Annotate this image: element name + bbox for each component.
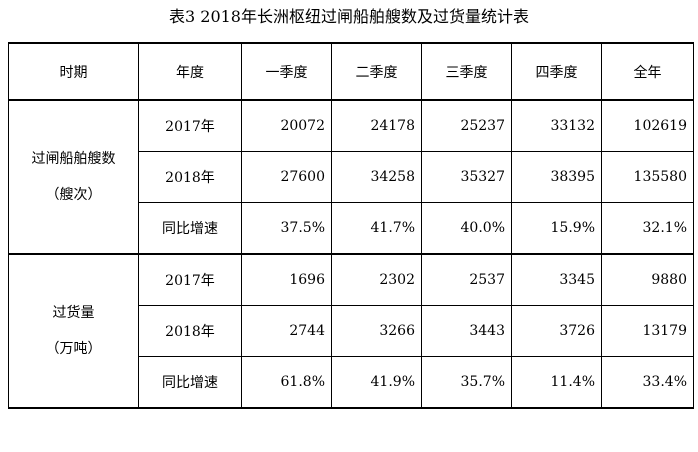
cell-q3: 3443 [421,305,512,357]
cell-q4: 3726 [511,305,602,357]
cell-q1: 37.5% [241,202,332,255]
group-unit: （万吨） [45,341,102,357]
cell-q3: 35.7% [421,356,512,409]
header-q2: 二季度 [331,42,422,101]
cell-full-year: 13179 [601,305,694,357]
row-label: 2017年 [138,99,242,152]
group-name: 过闸船舶艘数 [31,151,116,167]
cell-q4: 11.4% [511,356,602,409]
cell-q1: 1696 [241,253,332,306]
group-unit: （艘次） [45,187,102,203]
header-row: 时期 年度 一季度 二季度 三季度 四季度 全年 [8,42,694,101]
cell-q4: 38395 [511,151,602,203]
table-row: 同比增速 37.5% 41.7% 40.0% 15.9% 32.1% [9,202,694,255]
group-label-cargo: 过货量 （万吨） [8,253,139,409]
cell-full-year: 135580 [601,151,694,203]
table-title: 表3 2018年长洲枢纽过闸船舶艘数及过货量统计表 [169,7,529,26]
group-name: 过货量 [52,305,95,321]
statistics-table: 时期 年度 一季度 二季度 三季度 四季度 全年 过闸船舶艘数 （艘次） 201… [8,42,694,409]
cell-q4: 15.9% [511,202,602,255]
table-row: 2018年 27600 34258 35327 38395 135580 [9,151,694,203]
table-row: 过货量 （万吨） 2017年 1696 2302 2537 3345 9880 [8,253,694,409]
header-period: 时期 [8,42,139,101]
cell-full-year: 33.4% [601,356,694,409]
cell-q1: 2744 [241,305,332,357]
header-full-year: 全年 [601,42,694,101]
cell-q1: 20072 [241,99,332,152]
cell-q2: 24178 [331,99,422,152]
cell-q3: 25237 [421,99,512,152]
header-q4: 四季度 [511,42,602,101]
table-row: 过闸船舶艘数 （艘次） 2017年 20072 24178 25237 3313… [8,99,694,255]
cell-q2: 41.7% [331,202,422,255]
group-label-ships: 过闸船舶艘数 （艘次） [8,99,139,255]
row-label: 2017年 [138,253,242,306]
cell-q2: 34258 [331,151,422,203]
header-q1: 一季度 [241,42,332,101]
cell-q3: 40.0% [421,202,512,255]
cell-q1: 61.8% [241,356,332,409]
cell-q1: 27600 [241,151,332,203]
cell-q2: 3266 [331,305,422,357]
cell-q4: 3345 [511,253,602,306]
cell-full-year: 102619 [601,99,694,152]
cell-q2: 41.9% [331,356,422,409]
cell-q2: 2302 [331,253,422,306]
row-label: 同比增速 [138,202,242,255]
cell-q3: 2537 [421,253,512,306]
cell-full-year: 32.1% [601,202,694,255]
header-q3: 三季度 [421,42,512,101]
row-label: 同比增速 [138,356,242,409]
cell-full-year: 9880 [601,253,694,306]
cell-q4: 33132 [511,99,602,152]
table-row: 同比增速 61.8% 41.9% 35.7% 11.4% 33.4% [9,356,694,409]
cell-q3: 35327 [421,151,512,203]
table-row: 2018年 2744 3266 3443 3726 13179 [9,305,694,357]
row-label: 2018年 [138,305,242,357]
row-label: 2018年 [138,151,242,203]
header-year: 年度 [138,42,242,101]
